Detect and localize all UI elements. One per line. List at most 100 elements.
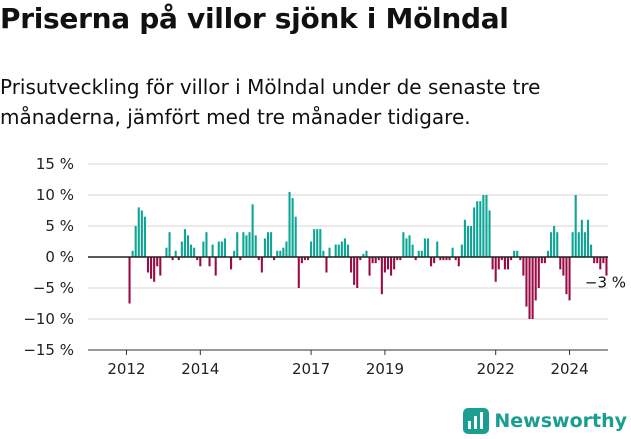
bar xyxy=(273,257,276,261)
bar xyxy=(439,257,442,261)
bar xyxy=(334,244,337,257)
bar xyxy=(319,229,322,257)
bar xyxy=(420,250,423,257)
bar xyxy=(322,250,325,257)
bar xyxy=(359,257,362,261)
bar xyxy=(380,257,383,295)
bar xyxy=(248,232,251,257)
chart-title: Priserna på villor sjönk i Mölndal xyxy=(0,2,509,35)
bar xyxy=(239,257,242,261)
bar xyxy=(134,226,137,257)
bar xyxy=(553,226,556,257)
bar xyxy=(288,191,291,257)
bar xyxy=(442,257,445,261)
bar xyxy=(386,257,390,270)
bar xyxy=(263,238,266,257)
bar xyxy=(488,210,491,257)
bar xyxy=(217,241,220,257)
y-tick-label: 10 % xyxy=(36,186,74,204)
bar xyxy=(596,257,599,264)
bar xyxy=(156,257,159,267)
bar xyxy=(340,241,343,257)
bar xyxy=(605,257,608,276)
bar xyxy=(377,257,380,261)
x-tick-label: 2024 xyxy=(550,360,588,378)
bar xyxy=(196,257,199,261)
bar xyxy=(510,257,513,261)
bar xyxy=(396,257,399,261)
bar xyxy=(190,244,193,257)
bar xyxy=(556,232,559,257)
bar xyxy=(445,257,448,261)
bar xyxy=(131,250,134,257)
bar xyxy=(546,250,550,257)
bar xyxy=(128,257,131,304)
bar xyxy=(180,241,183,257)
bar xyxy=(430,257,433,267)
bar xyxy=(220,241,223,257)
bar xyxy=(534,257,537,301)
bar xyxy=(168,232,171,257)
bar xyxy=(365,250,368,257)
bar xyxy=(593,257,596,264)
x-tick-label: 2014 xyxy=(181,360,219,378)
bar xyxy=(165,247,168,257)
x-tick-label: 2022 xyxy=(477,360,515,378)
bar xyxy=(408,235,411,257)
bar xyxy=(482,195,485,257)
bar xyxy=(476,201,479,257)
bar xyxy=(463,219,466,257)
x-tick-label: 2012 xyxy=(107,360,145,378)
bar xyxy=(183,229,186,257)
bar xyxy=(494,257,497,282)
bar xyxy=(328,247,331,257)
bar xyxy=(205,232,208,257)
bar xyxy=(451,247,454,257)
bar xyxy=(433,257,436,264)
bar xyxy=(177,257,180,261)
bar xyxy=(193,247,196,257)
bar xyxy=(473,207,476,257)
bar xyxy=(140,210,143,257)
x-tick-label: 2019 xyxy=(366,360,404,378)
bar xyxy=(537,257,540,288)
bar xyxy=(242,232,245,257)
bar xyxy=(362,253,365,257)
bar xyxy=(350,257,353,273)
bar xyxy=(399,257,402,261)
bar xyxy=(230,257,233,270)
bar xyxy=(426,238,430,257)
bar xyxy=(270,232,273,257)
bar xyxy=(479,201,482,257)
bar xyxy=(405,238,408,257)
bar xyxy=(254,235,257,257)
bar xyxy=(306,257,310,261)
bar xyxy=(174,250,177,257)
bar xyxy=(356,257,359,288)
bar xyxy=(513,250,516,257)
bar xyxy=(500,257,503,261)
bar xyxy=(491,257,494,270)
bar xyxy=(402,232,405,257)
bar xyxy=(602,257,605,264)
bar xyxy=(559,257,562,270)
y-tick-label: −5 % xyxy=(33,279,74,297)
bar xyxy=(208,257,211,267)
bar xyxy=(186,235,190,257)
bar xyxy=(303,257,306,261)
bar xyxy=(146,257,150,273)
newsworthy-logo[interactable]: Newsworthy xyxy=(463,408,627,434)
chart-subtitle: Prisutveckling för villor i Mölndal unde… xyxy=(0,75,541,129)
bar xyxy=(586,219,590,257)
bar xyxy=(454,257,457,261)
bar xyxy=(506,257,510,270)
bar xyxy=(285,241,288,257)
bar xyxy=(583,232,586,257)
bar xyxy=(448,257,451,261)
bar xyxy=(417,250,420,257)
bar xyxy=(257,257,260,261)
bar xyxy=(294,216,297,257)
bar xyxy=(485,195,488,257)
bar xyxy=(159,257,162,276)
bar xyxy=(436,241,439,257)
